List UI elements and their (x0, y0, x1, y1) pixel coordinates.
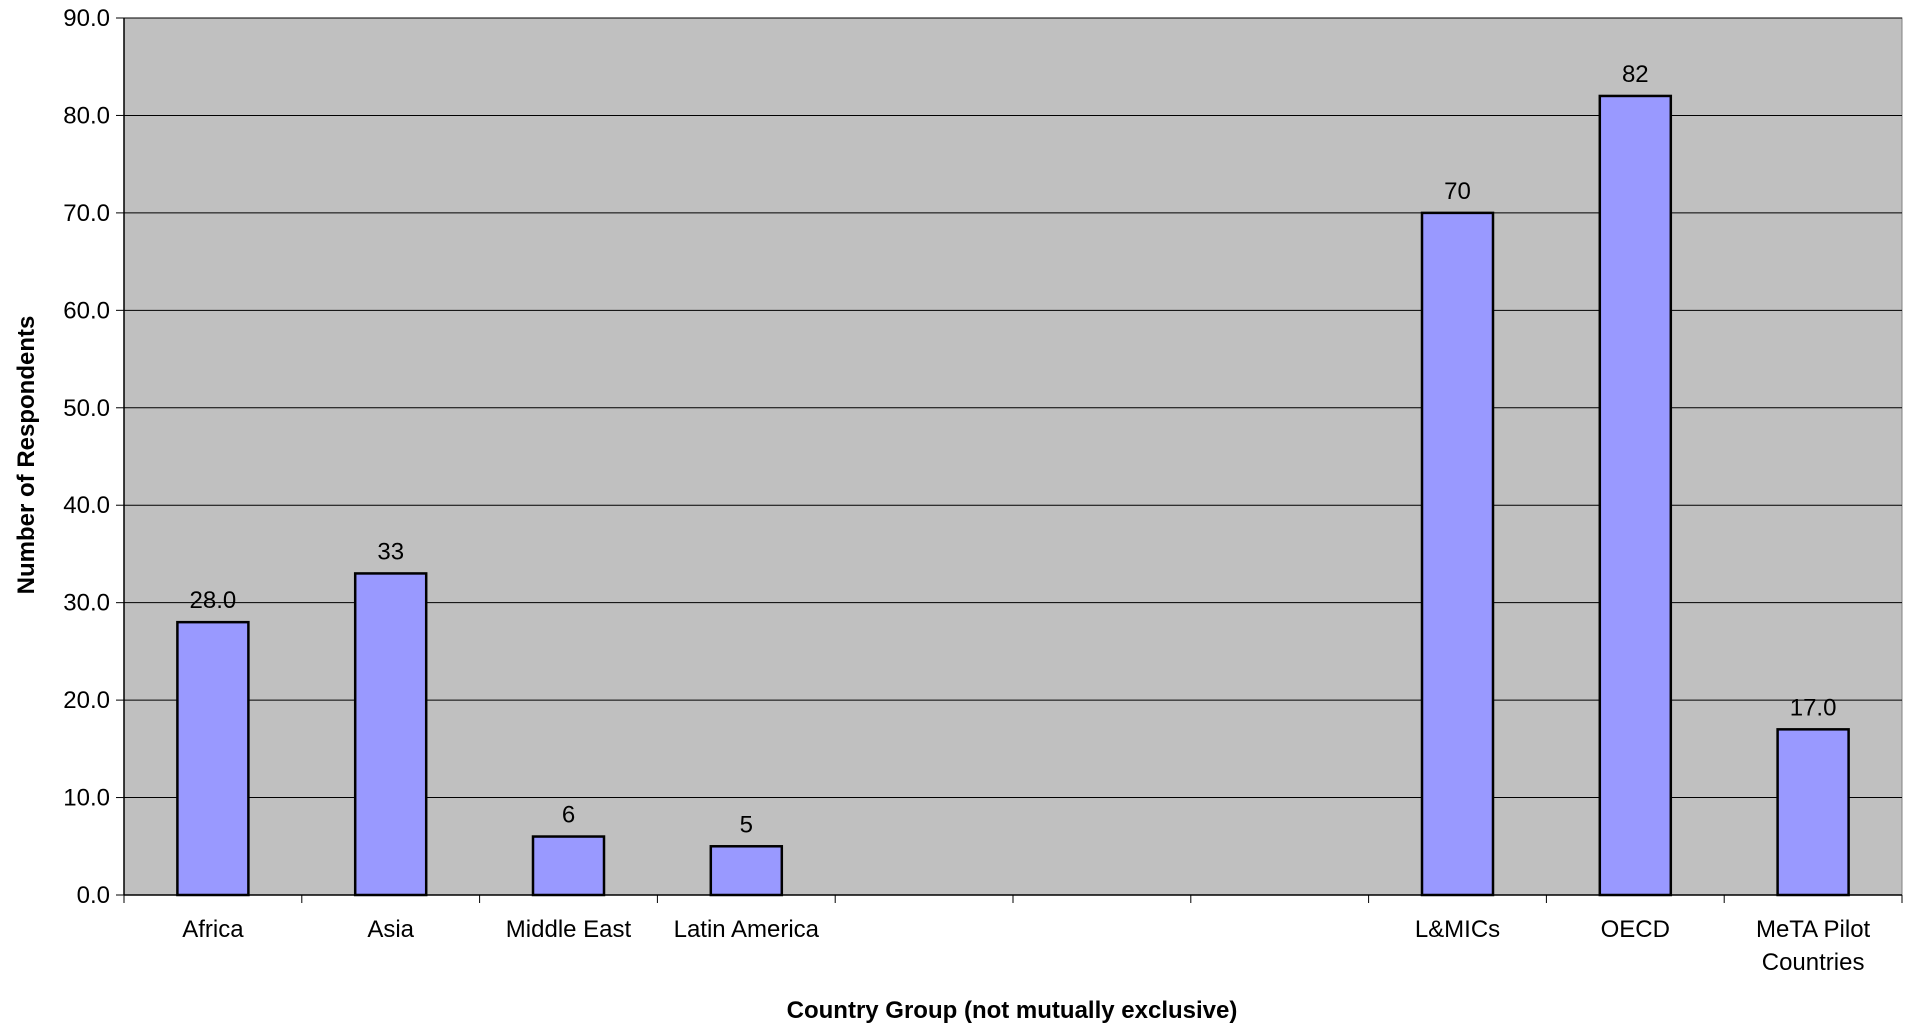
y-tick-label: 80.0 (63, 102, 110, 129)
y-tick-label: 20.0 (63, 687, 110, 714)
x-axis-title: Country Group (not mutually exclusive) (787, 997, 1238, 1024)
data-label: 5 (740, 811, 753, 838)
y-tick-labels: 0.0 10.0 20.0 30.0 40.0 50.0 60.0 70.0 80.0 90.0 (63, 5, 110, 909)
x-category-label: Africa (182, 916, 244, 943)
bar (353, 572, 428, 897)
y-tick-label: 90.0 (63, 5, 110, 32)
data-label: 70 (1444, 178, 1471, 205)
y-tick-label: 10.0 (63, 785, 110, 812)
bar (1420, 211, 1495, 897)
data-label: 28.0 (190, 587, 237, 614)
bar (709, 845, 784, 897)
y-tick-label: 0.0 (77, 882, 110, 909)
bar (1776, 728, 1850, 897)
x-category-label: L&MICs (1415, 916, 1500, 943)
y-tick-label: 60.0 (63, 297, 110, 324)
bar (1598, 94, 1673, 897)
data-labels: 28.0 33 6 5 70 82 17.0 (190, 61, 1837, 838)
bars (176, 94, 1850, 897)
axes (116, 17, 1903, 903)
bar (176, 620, 250, 897)
data-label: 33 (377, 538, 404, 565)
y-axis-title: Number of Respondents (13, 316, 40, 595)
data-label: 82 (1622, 61, 1649, 88)
x-tick-labels: Africa Asia Middle East Latin America L&MICs… (182, 916, 1871, 976)
bar (531, 835, 606, 897)
x-category-label: MeTA Pilot Countries (1756, 916, 1871, 976)
x-category-label: Asia (367, 916, 414, 943)
x-category-label: OECD (1601, 916, 1670, 943)
x-category-label: Middle East (506, 916, 632, 943)
y-tick-label: 30.0 (63, 590, 110, 617)
y-tick-label: 50.0 (63, 395, 110, 422)
y-tick-label: 40.0 (63, 492, 110, 519)
data-label: 6 (562, 802, 575, 829)
data-label: 17.0 (1790, 694, 1837, 721)
y-tick-label: 70.0 (63, 200, 110, 227)
x-category-label: Latin America (674, 916, 820, 943)
